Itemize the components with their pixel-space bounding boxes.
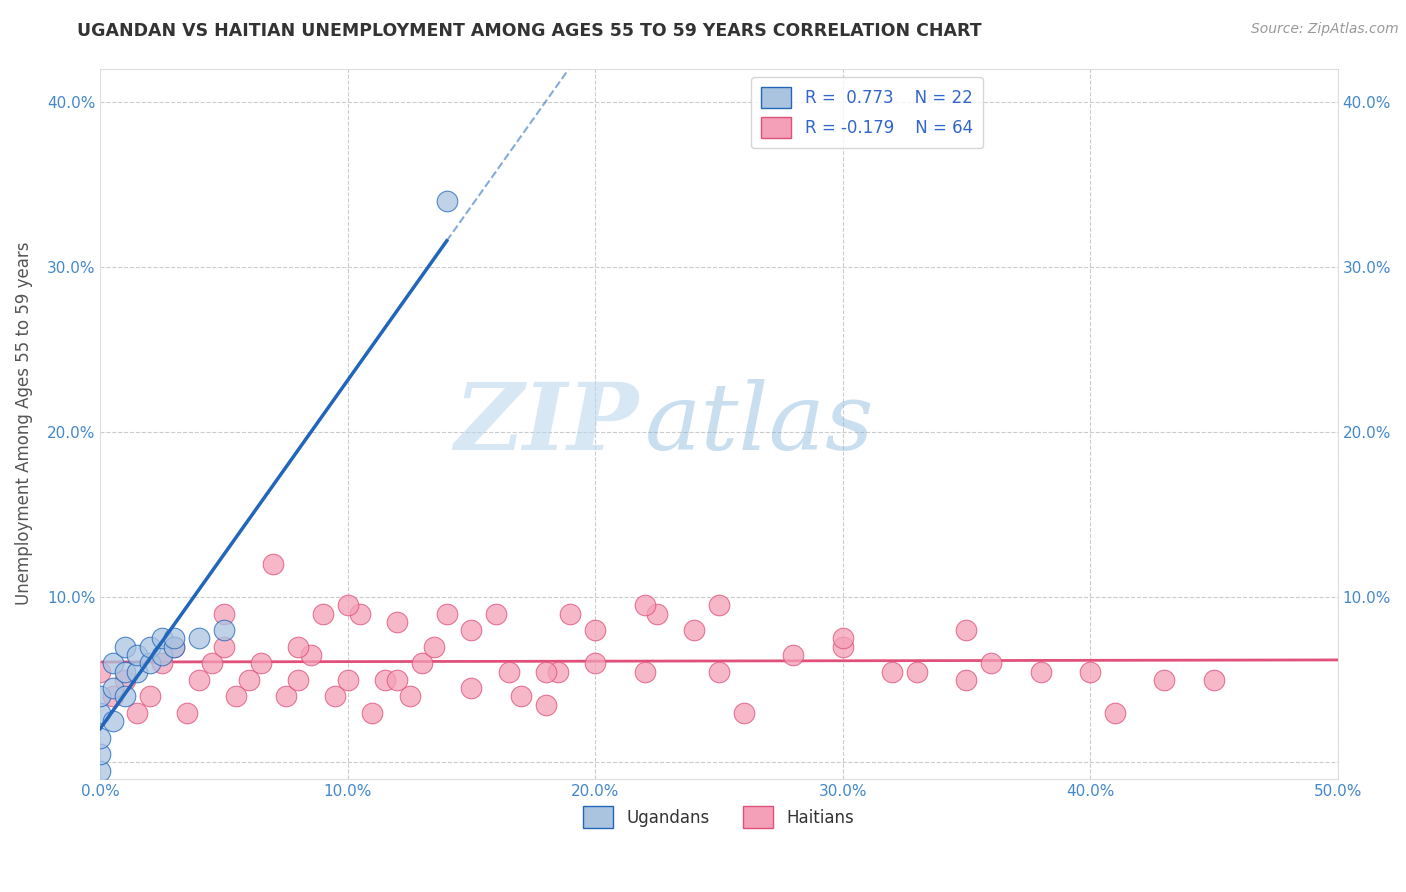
Point [436, 607, 458, 621]
Point [583, 624, 606, 638]
Text: Source: ZipAtlas.com: Source: ZipAtlas.com [1251, 22, 1399, 37]
Point [299, 648, 322, 662]
Point [176, 706, 198, 720]
Point [955, 673, 977, 687]
Point [534, 698, 557, 712]
Point [1202, 673, 1225, 687]
Point [707, 665, 730, 679]
Point [89, 747, 111, 761]
Point [150, 648, 173, 662]
Point [534, 665, 557, 679]
Point [201, 657, 224, 671]
Point [89, 665, 111, 679]
Point [212, 607, 235, 621]
Point [498, 665, 520, 679]
Point [707, 599, 730, 613]
Y-axis label: Unemployment Among Ages 55 to 59 years: Unemployment Among Ages 55 to 59 years [15, 242, 32, 606]
Text: UGANDAN VS HAITIAN UNEMPLOYMENT AMONG AGES 55 TO 59 YEARS CORRELATION CHART: UGANDAN VS HAITIAN UNEMPLOYMENT AMONG AG… [77, 22, 981, 40]
Point [1104, 706, 1126, 720]
Point [250, 657, 273, 671]
Point [980, 657, 1002, 671]
Point [411, 657, 433, 671]
Point [1078, 665, 1101, 679]
Point [645, 607, 668, 621]
Point [101, 714, 124, 728]
Point [560, 607, 582, 621]
Point [460, 681, 482, 695]
Legend: Ugandans, Haitians: Ugandans, Haitians [576, 800, 860, 835]
Point [139, 657, 162, 671]
Point [274, 690, 297, 704]
Text: ZIP: ZIP [454, 379, 638, 468]
Point [139, 640, 162, 654]
Point [1029, 665, 1052, 679]
Point [101, 681, 124, 695]
Point [436, 194, 458, 208]
Point [150, 632, 173, 646]
Point [114, 690, 136, 704]
Point [114, 673, 136, 687]
Point [263, 557, 285, 571]
Point [163, 640, 186, 654]
Point [325, 690, 347, 704]
Point [238, 673, 260, 687]
Point [733, 706, 755, 720]
Point [114, 640, 136, 654]
Point [634, 665, 657, 679]
Point [89, 690, 111, 704]
Point [212, 624, 235, 638]
Point [423, 640, 446, 654]
Point [634, 599, 657, 613]
Point [336, 599, 359, 613]
Point [101, 657, 124, 671]
Point [882, 665, 904, 679]
Point [287, 640, 309, 654]
Point [955, 624, 977, 638]
Point [336, 673, 359, 687]
Point [127, 648, 149, 662]
Point [547, 665, 569, 679]
Point [188, 632, 211, 646]
Point [127, 706, 149, 720]
Point [349, 607, 371, 621]
Point [150, 657, 173, 671]
Point [1153, 673, 1175, 687]
Point [831, 640, 853, 654]
Point [460, 624, 482, 638]
Point [387, 673, 409, 687]
Point [905, 665, 928, 679]
Point [361, 706, 384, 720]
Point [163, 632, 186, 646]
Point [683, 624, 706, 638]
Text: atlas: atlas [645, 379, 875, 468]
Point [374, 673, 396, 687]
Point [387, 615, 409, 629]
Point [188, 673, 211, 687]
Point [212, 640, 235, 654]
Point [782, 648, 804, 662]
Point [114, 665, 136, 679]
Point [831, 632, 853, 646]
Point [127, 665, 149, 679]
Point [287, 673, 309, 687]
Point [101, 690, 124, 704]
Point [139, 690, 162, 704]
Point [583, 657, 606, 671]
Point [163, 640, 186, 654]
Point [89, 764, 111, 778]
Point [225, 690, 247, 704]
Point [510, 690, 533, 704]
Point [89, 731, 111, 745]
Point [312, 607, 335, 621]
Point [398, 690, 420, 704]
Point [485, 607, 508, 621]
Point [89, 706, 111, 720]
